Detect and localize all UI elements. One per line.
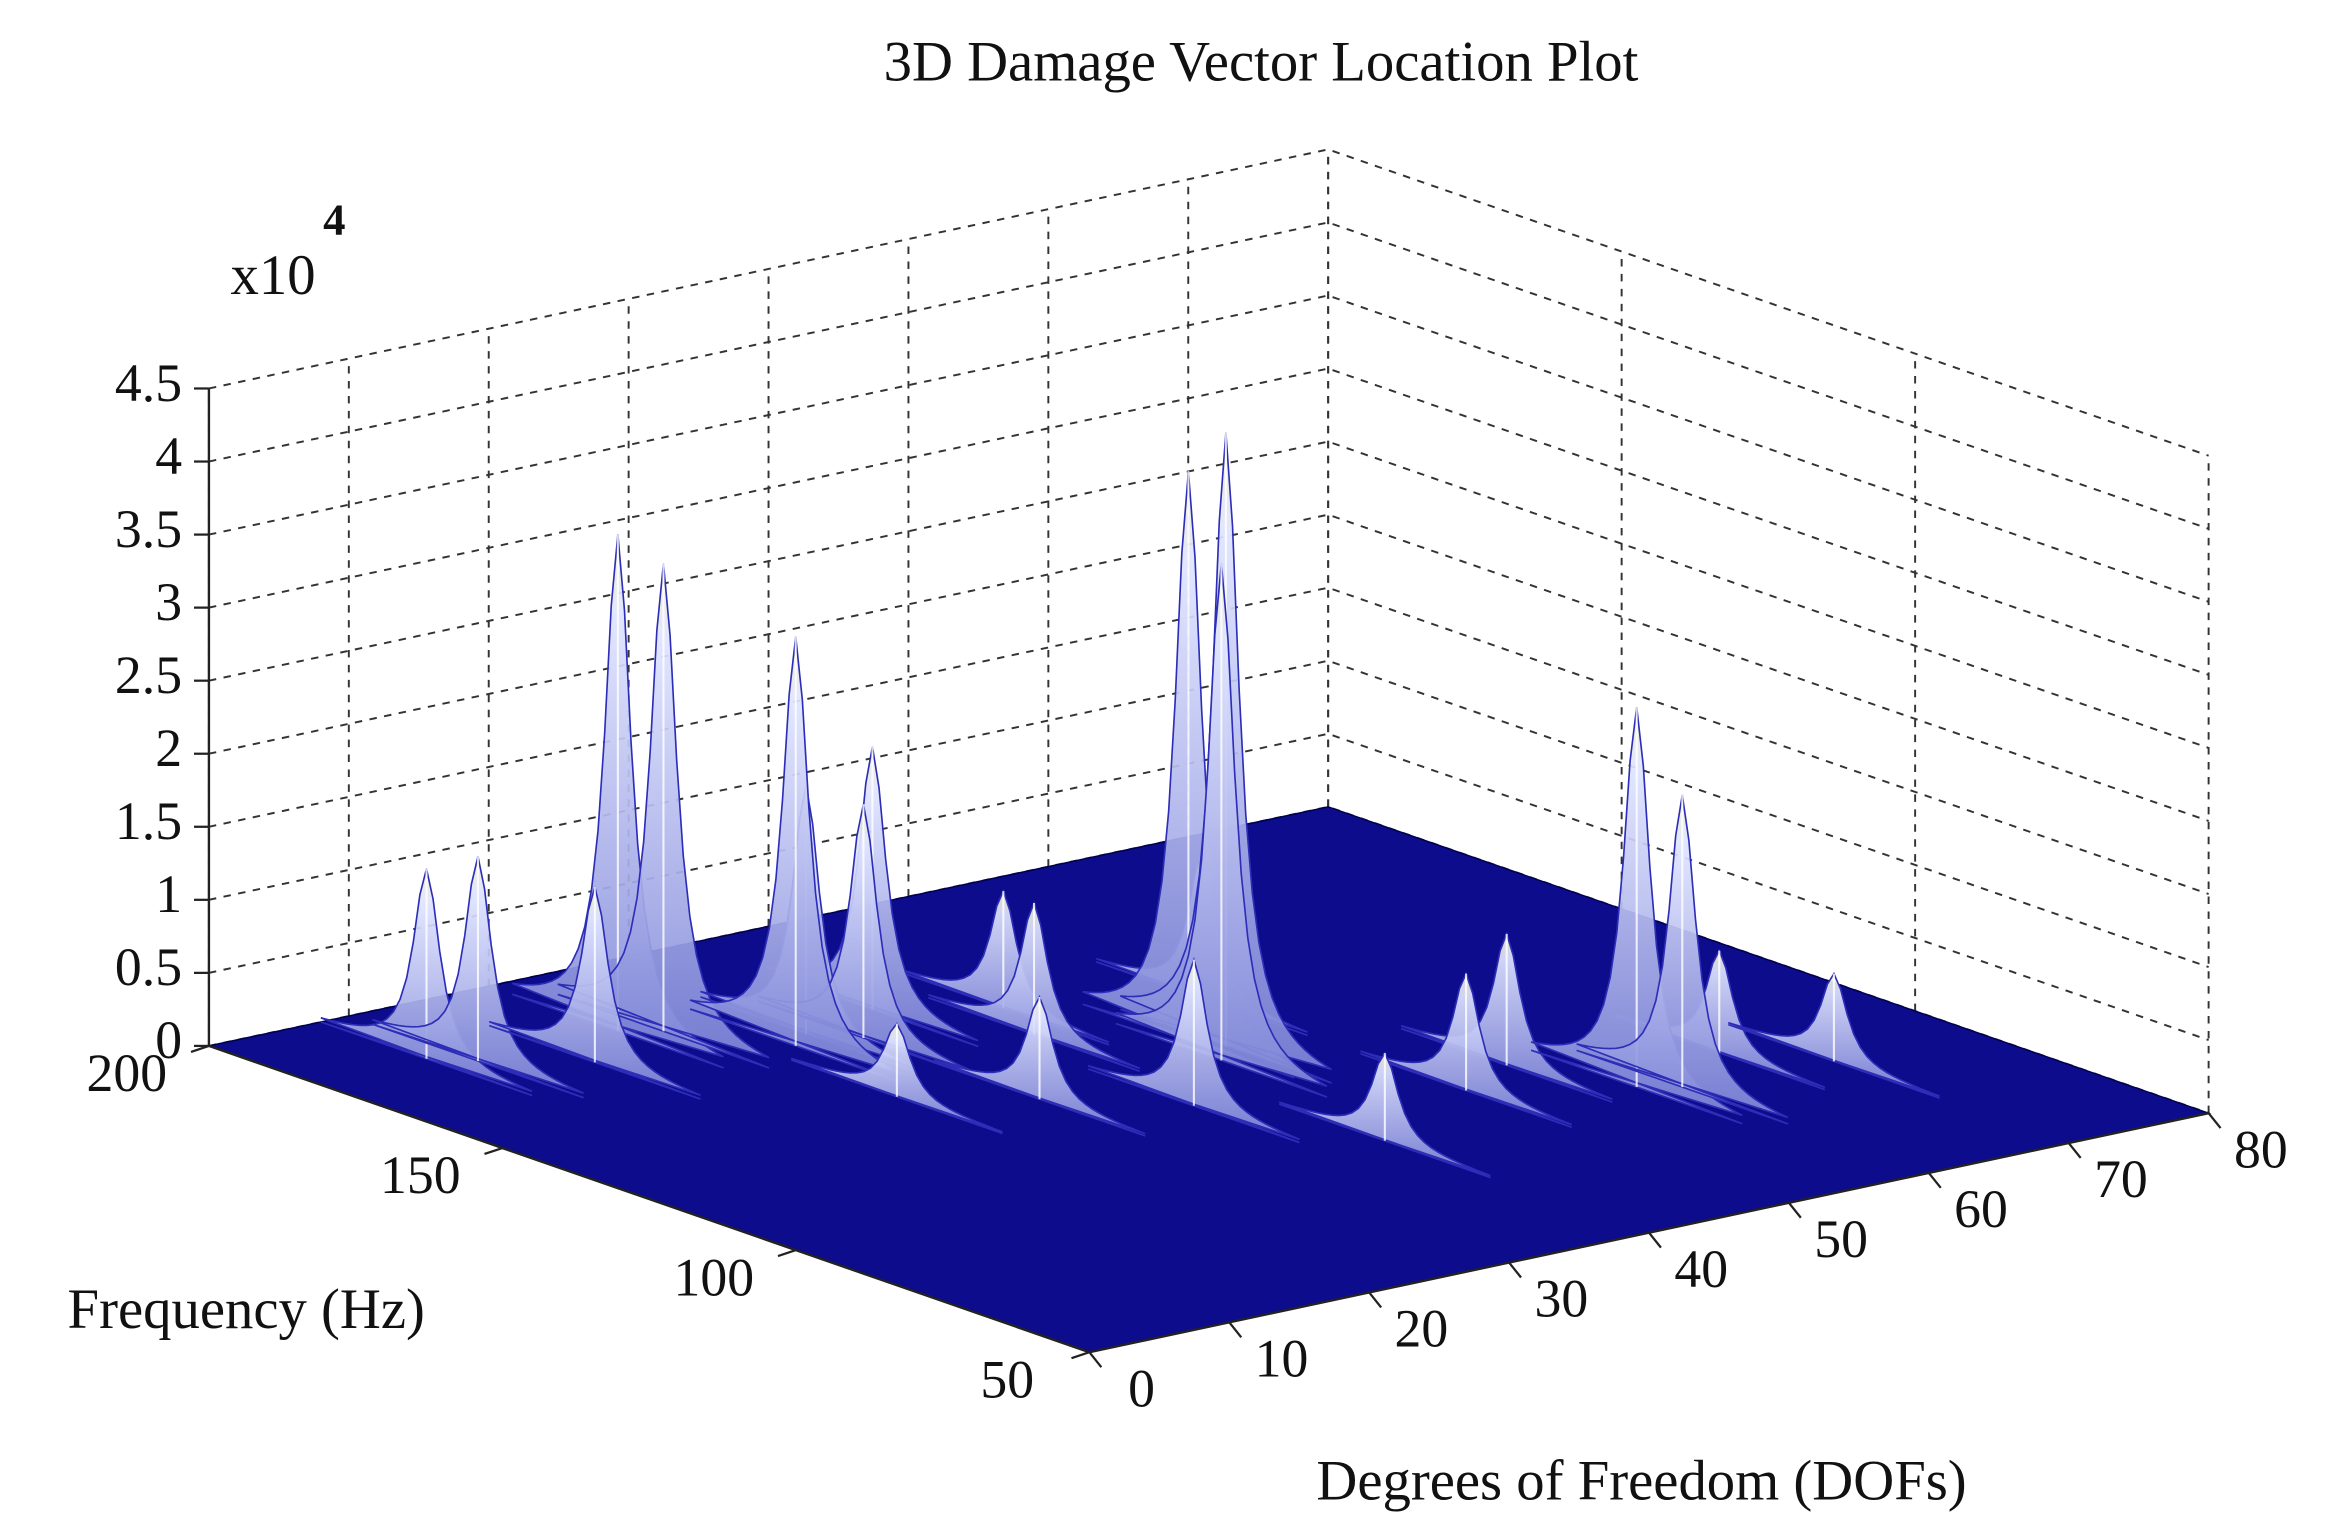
x-tick [1508, 1261, 1522, 1279]
y-tick [190, 1044, 210, 1053]
x-tick-label: 20 [1395, 1299, 1449, 1359]
y-tick [484, 1146, 503, 1156]
z-tick-label: 0 [155, 1010, 182, 1070]
z-exponent: 4 [323, 194, 345, 244]
x-tick-label: 70 [2094, 1149, 2148, 1209]
x-tick-label: 30 [1534, 1269, 1588, 1329]
x-tick [1927, 1172, 1942, 1189]
axis-edge [208, 1044, 1090, 1354]
z-multiplier: x10 [231, 244, 316, 307]
x-tick [1788, 1202, 1802, 1219]
grid-line [208, 294, 2209, 603]
y-tick-label: 100 [674, 1247, 755, 1307]
z-tick-label: 1.5 [115, 791, 182, 851]
spikes [320, 432, 1940, 1179]
x-tick [2207, 1112, 2222, 1129]
x-tick-label: 40 [1674, 1239, 1728, 1299]
grid-line [208, 440, 2209, 749]
grid-line [208, 148, 2209, 457]
y-tick-label: 50 [980, 1349, 1034, 1409]
grid-line [208, 732, 2209, 1042]
x-axis-label: Degrees of Freedom (DOFs) [1316, 1450, 1966, 1513]
z-tick-label: 3.5 [115, 499, 182, 559]
x-tick [1228, 1321, 1243, 1338]
y-axis-label: Frequency (Hz) [68, 1278, 425, 1341]
z-tick-label: 4.5 [115, 353, 182, 413]
x-tick-label: 10 [1255, 1328, 1309, 1388]
grid-line [208, 367, 2209, 676]
chart-title: 3D Damage Vector Location Plot [884, 30, 1639, 93]
z-tick-label: 2 [155, 718, 182, 778]
x-tick-label: 80 [2234, 1119, 2288, 1179]
grid-line [208, 586, 2209, 895]
y-tick-label: 150 [380, 1145, 461, 1205]
y-tick [1071, 1351, 1090, 1360]
grid-line [208, 221, 2209, 530]
y-tick [777, 1249, 797, 1258]
z-tick-label: 2.5 [115, 645, 182, 705]
x-tick-label: 0 [1128, 1358, 1155, 1418]
grid-line [208, 659, 2209, 968]
x-tick-label: 60 [1954, 1179, 2008, 1239]
x-tick [1648, 1231, 1662, 1249]
x-tick [1088, 1351, 1103, 1368]
x-tick [2067, 1142, 2082, 1159]
y-tick-label: 200 [87, 1043, 168, 1103]
z-tick-label: 0.5 [115, 937, 182, 997]
x-tick-label: 50 [1814, 1209, 1868, 1269]
labels: 3D Damage Vector Location Plot Degrees o… [68, 30, 2288, 1512]
z-tick-label: 3 [155, 572, 182, 632]
grid-line [208, 513, 2209, 822]
z-tick-label: 1 [155, 864, 182, 924]
z-tick-label: 4 [155, 426, 182, 486]
x-tick [1368, 1291, 1383, 1309]
